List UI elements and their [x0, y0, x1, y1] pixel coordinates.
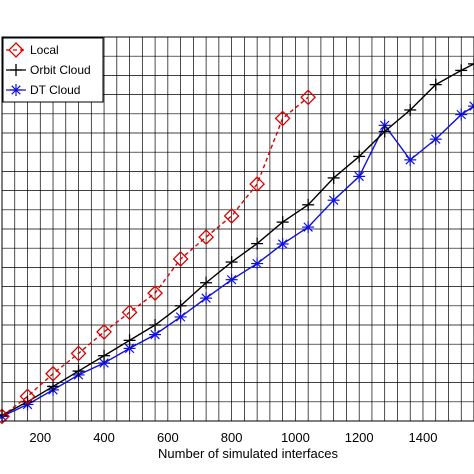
data-point-local [223, 208, 240, 224]
data-point-local [274, 110, 291, 127]
data-point-orbit-cloud [302, 198, 315, 211]
data-point-orbit-cloud [251, 237, 264, 250]
data-point-orbit-cloud [468, 57, 474, 70]
series-line-local [1, 96, 309, 417]
data-point-dt-cloud [404, 153, 417, 166]
data-point-orbit-cloud [200, 276, 213, 289]
data-point-dt-cloud [200, 292, 213, 305]
x-axis-ticks: 200 400 600 800 1000 1200 1400 [29, 430, 437, 445]
x-tick-label: 600 [157, 430, 179, 445]
data-point-orbit-cloud [123, 334, 136, 347]
legend-label-dt-cloud: DT Cloud [30, 83, 80, 97]
data-point-orbit-cloud [98, 349, 111, 362]
data-point-local [45, 365, 61, 382]
legend-label-orbit-cloud: Orbit Cloud [30, 63, 91, 77]
data-point-local [198, 229, 215, 245]
data-point-orbit-cloud [404, 103, 417, 116]
legend-label-local: Local [30, 43, 59, 57]
data-point-orbit-cloud [455, 64, 468, 77]
data-point-local [249, 176, 266, 192]
data-point-orbit-cloud [174, 299, 187, 312]
series-local [0, 89, 317, 425]
series-orbit-cloud [0, 57, 474, 422]
data-point-orbit-cloud [225, 256, 238, 269]
data-point-orbit-cloud [429, 78, 442, 91]
x-tick-label: 200 [29, 430, 51, 445]
data-point-local [121, 304, 138, 321]
legend-entry-local: Local [6, 42, 59, 58]
data-point-local [172, 251, 189, 267]
series-line-orbit-cloud [1, 63, 474, 416]
data-point-dt-cloud [353, 170, 366, 183]
data-point-dt-cloud [251, 257, 264, 270]
data-point-dt-cloud [276, 237, 289, 250]
plot-frame [1, 36, 474, 422]
series-line-dt-cloud [1, 105, 474, 418]
data-point-local [147, 285, 164, 302]
x-tick-label: 400 [93, 430, 115, 445]
data-point-dt-cloud [225, 273, 238, 286]
data-point-local [19, 388, 36, 405]
legend-marker-local [6, 42, 26, 58]
data-point-dt-cloud [468, 100, 474, 113]
x-tick-label: 1000 [281, 430, 310, 445]
data-point-dt-cloud [455, 108, 468, 121]
data-point-orbit-cloud [353, 150, 366, 163]
data-point-orbit-cloud [149, 319, 162, 331]
data-point-orbit-cloud [72, 365, 85, 378]
series-layer [0, 57, 474, 425]
x-tick-label: 1400 [409, 430, 438, 445]
data-point-dt-cloud [174, 310, 187, 323]
data-point-orbit-cloud [378, 125, 391, 138]
data-point-local [300, 89, 317, 106]
data-point-orbit-cloud [276, 216, 289, 229]
data-point-orbit-cloud [327, 171, 340, 184]
legend-symbol [8, 42, 24, 58]
legend-symbol [10, 64, 22, 76]
x-axis-title: Number of simulated interfaces [158, 446, 338, 461]
data-point-local [96, 323, 112, 340]
data-point-dt-cloud [302, 221, 315, 234]
data-point-dt-cloud [327, 194, 340, 207]
legend: Local Orbit Cloud DT Cloud [2, 37, 104, 103]
data-point-orbit-cloud [21, 395, 34, 408]
legend-marker-orbit-cloud [6, 64, 26, 76]
data-point-local [0, 408, 10, 425]
x-tick-label: 800 [221, 430, 243, 445]
data-point-local [70, 345, 87, 362]
x-tick-label: 1200 [345, 430, 374, 445]
data-point-dt-cloud [429, 133, 442, 146]
legend-marker-dt-cloud [6, 84, 26, 96]
legend-symbol [10, 84, 22, 96]
legend-entry-dt-cloud: DT Cloud [6, 83, 80, 97]
data-point-orbit-cloud [47, 380, 60, 393]
legend-entry-orbit-cloud: Orbit Cloud [6, 63, 91, 77]
